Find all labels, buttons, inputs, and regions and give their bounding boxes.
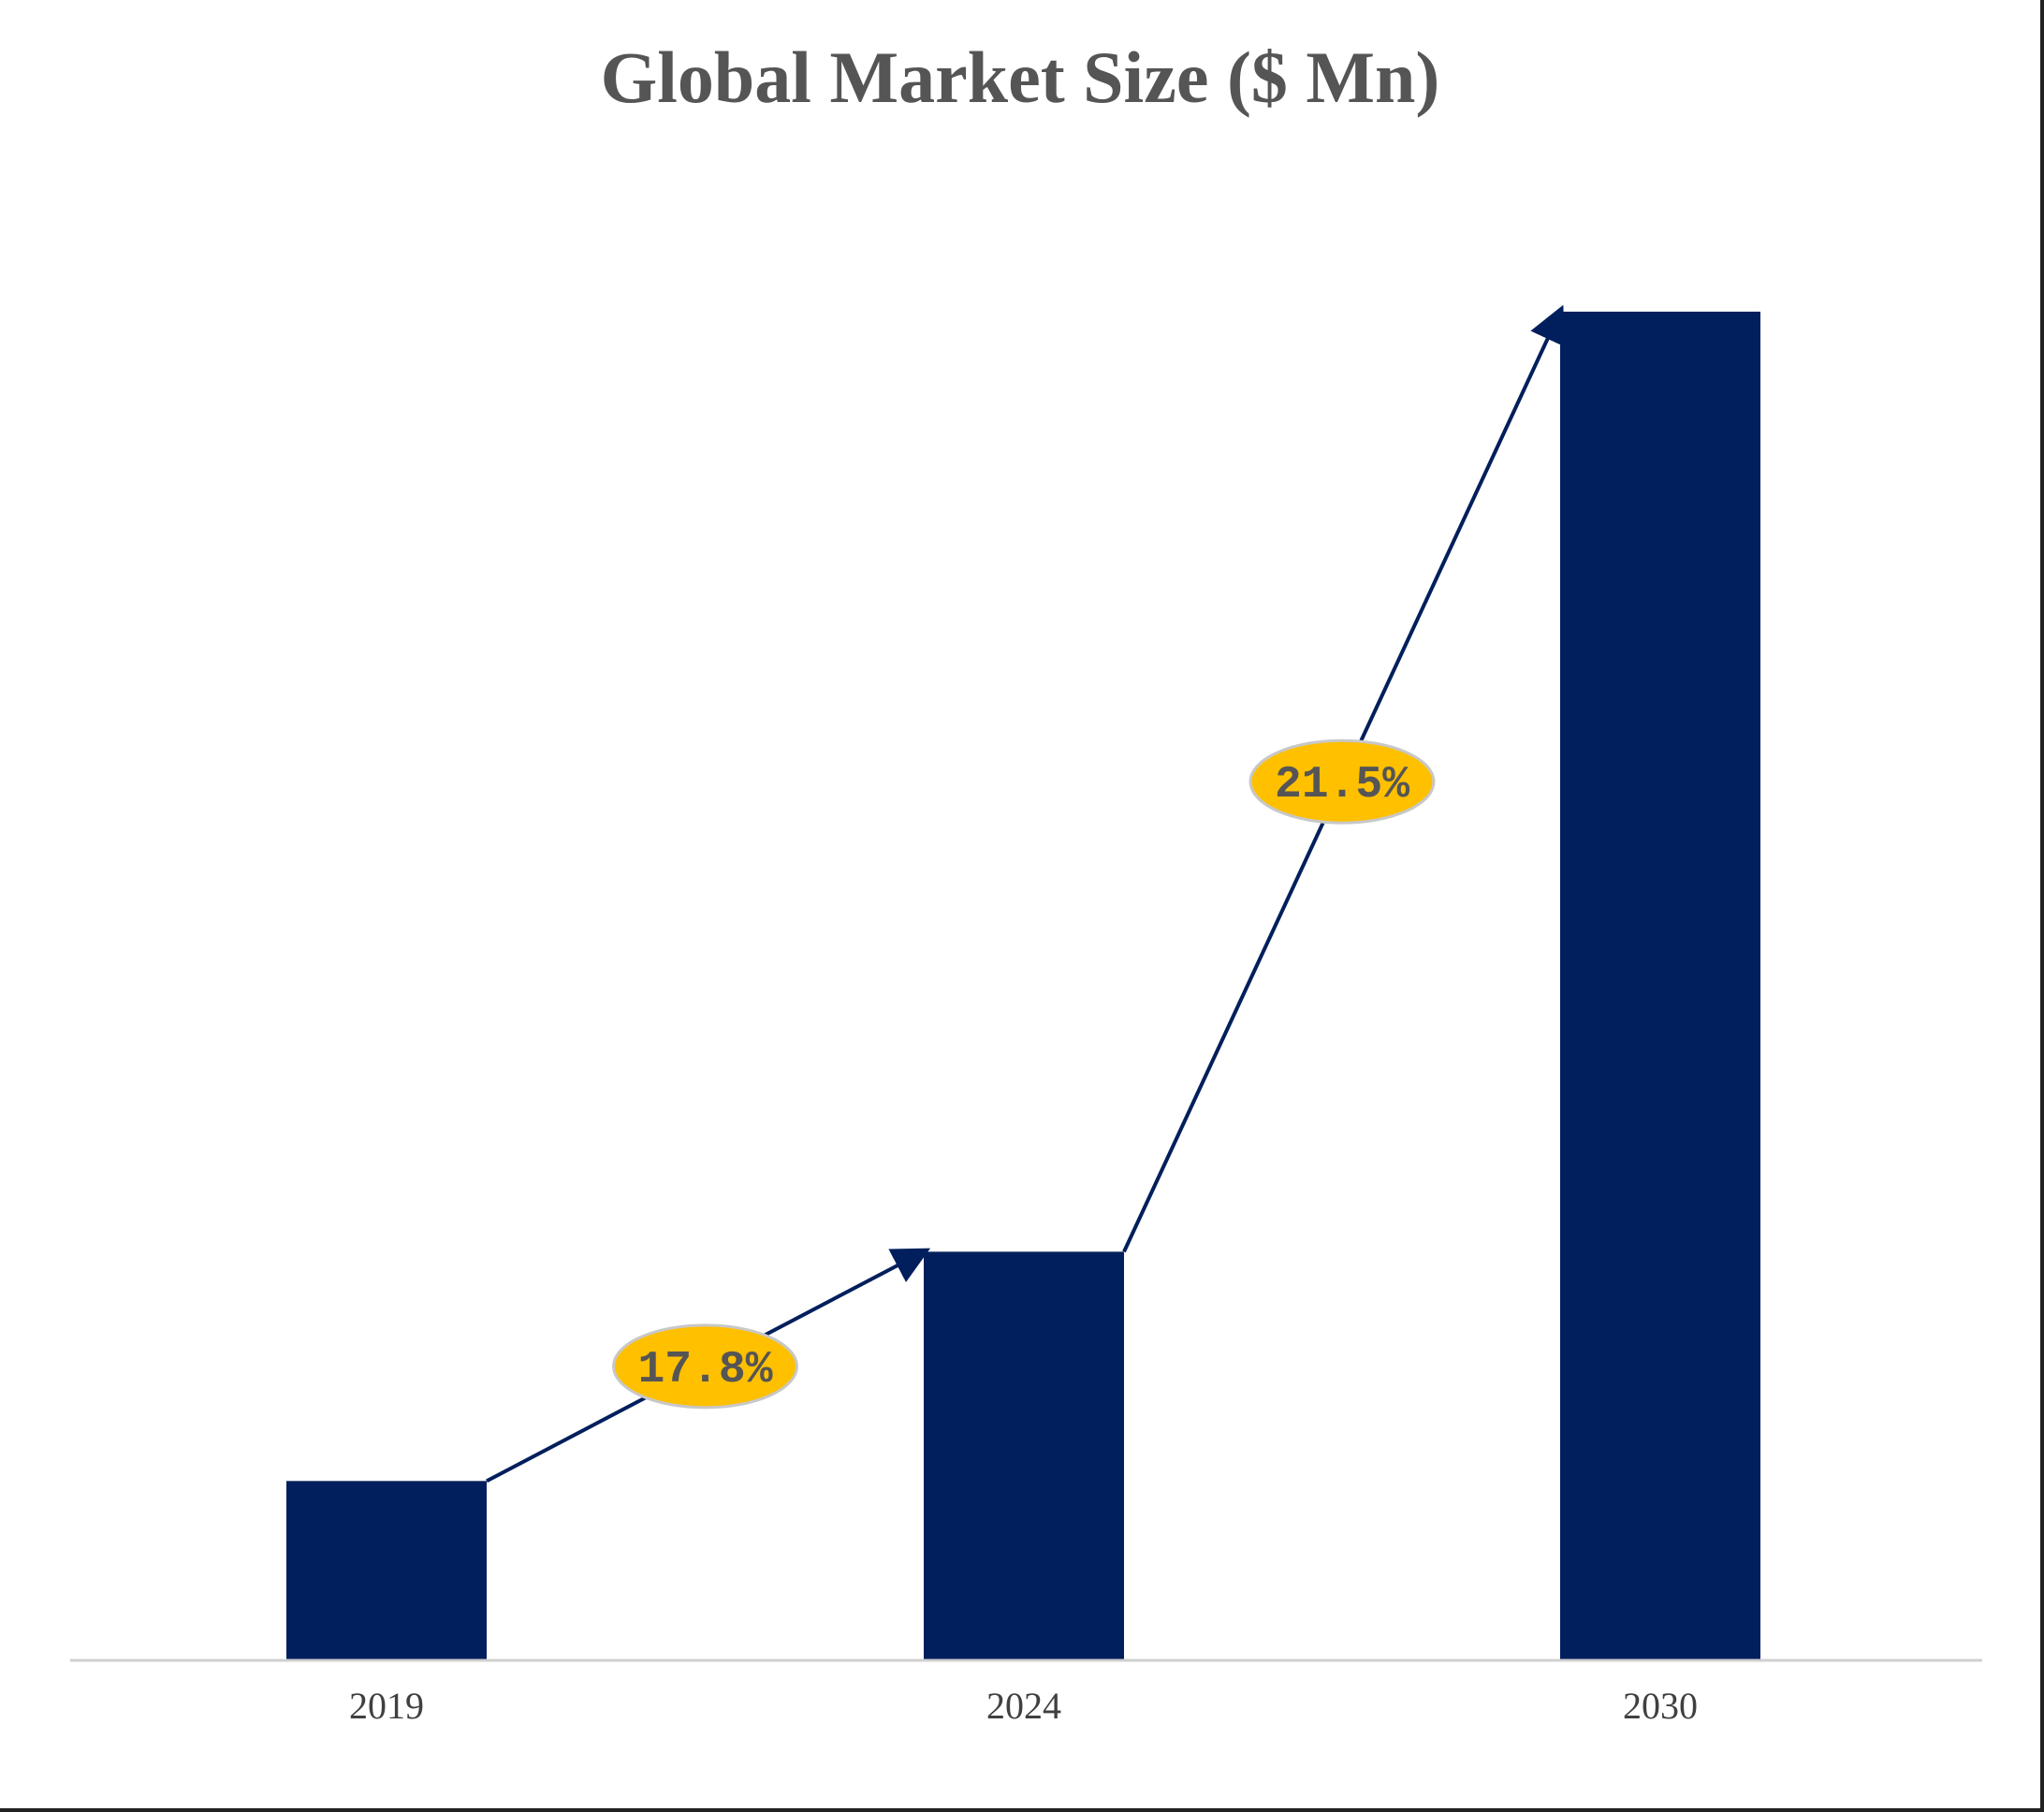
bar-2019 [286, 1481, 487, 1660]
cagr-badge-2019-2024: 17.8% [612, 1323, 798, 1410]
cagr-badge-2024-2030: 21.5% [1248, 738, 1436, 825]
x-tick-label-2024: 2024 [986, 1685, 1061, 1727]
cagr-badge-shape [612, 1323, 798, 1410]
bar-2024 [924, 1251, 1124, 1660]
x-tick-label-2019: 2019 [349, 1685, 424, 1727]
cagr-label: 17.8% [637, 1345, 772, 1396]
x-tick-label-2030: 2030 [1623, 1685, 1698, 1727]
bars-layer [286, 312, 1760, 1660]
bar-2030 [1560, 312, 1760, 1660]
cagr-badges-layer: 17.8% 21.5% [612, 738, 1436, 1410]
cagr-badge-shape [1248, 738, 1436, 825]
cagr-label: 21.5% [1275, 760, 1409, 811]
chart-title: Global Market Size ($ Mn) [600, 37, 1440, 118]
tick-labels-layer: 2019 2024 2030 [349, 1685, 1698, 1727]
